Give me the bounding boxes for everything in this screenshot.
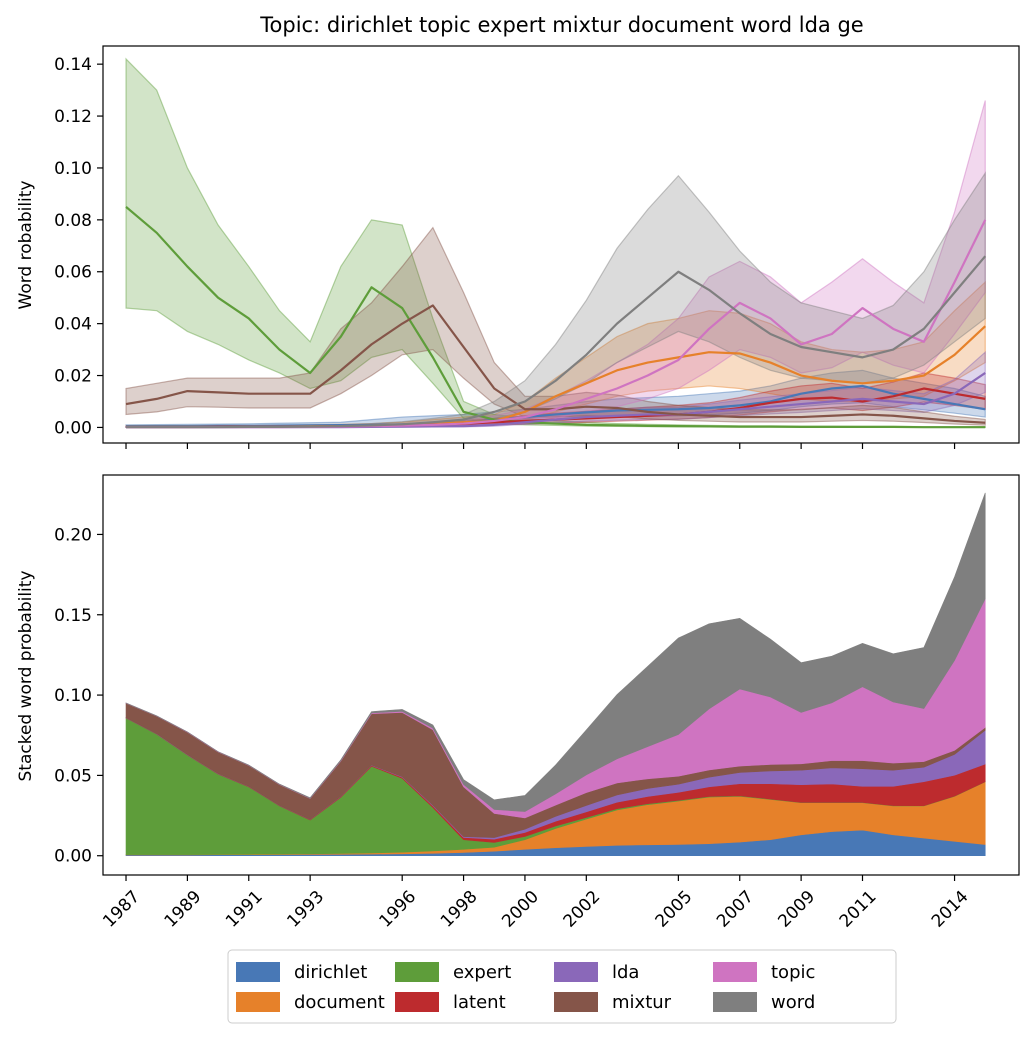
band-mixtur bbox=[125, 226, 986, 426]
top-y-tick-label: 0.04 bbox=[54, 315, 92, 335]
bottom-y-tick-label: 0.15 bbox=[54, 606, 92, 626]
legend: dirichlet document expert latent lda mixtur to… bbox=[227, 949, 897, 1024]
legend-label-mixtur: mixtur bbox=[612, 992, 672, 1013]
legend-swatch-dirichlet bbox=[236, 962, 280, 982]
legend-label-topic: topic bbox=[771, 962, 815, 983]
top-axes-frame bbox=[102, 45, 1020, 444]
legend-swatch-lda bbox=[554, 962, 598, 982]
bottom-areas bbox=[125, 492, 986, 857]
legend-swatch-word bbox=[713, 992, 757, 1012]
top-y-axis-label: Word robability bbox=[16, 180, 36, 309]
legend-swatch-expert bbox=[395, 962, 439, 982]
legend-label-word: word bbox=[771, 992, 815, 1013]
top-panel: 0.00 0.02 0.04 0.06 0.08 0.10 0.12 0.14 Word ro… bbox=[16, 45, 1020, 449]
top-y-ticks: 0.00 0.02 0.04 0.06 0.08 0.10 0.12 0.14 bbox=[54, 55, 103, 438]
legend-label-document: document bbox=[294, 992, 385, 1013]
bottom-y-tick-label: 0.05 bbox=[54, 766, 92, 786]
legend-swatch-latent bbox=[395, 992, 439, 1012]
legend-item-word: word bbox=[713, 992, 815, 1013]
legend-item-topic: topic bbox=[713, 962, 815, 983]
line-expert bbox=[125, 206, 986, 429]
bottom-y-tick-label: 0.00 bbox=[54, 847, 92, 867]
legend-label-expert: expert bbox=[453, 962, 511, 983]
bottom-y-tick-label: 0.20 bbox=[54, 525, 92, 545]
line-word bbox=[126, 255, 987, 429]
top-x-ticks bbox=[125, 443, 956, 449]
top-lines bbox=[125, 206, 987, 429]
top-y-tick-label: 0.02 bbox=[54, 367, 92, 387]
legend-label-lda: lda bbox=[612, 962, 639, 983]
legend-swatch-mixtur bbox=[554, 992, 598, 1012]
top-y-tick-label: 0.06 bbox=[54, 263, 92, 283]
legend-item-lda: lda bbox=[554, 962, 639, 983]
legend-swatch-document bbox=[236, 992, 280, 1012]
top-y-tick-label: 0.12 bbox=[54, 107, 92, 127]
top-y-tick-label: 0.08 bbox=[54, 211, 92, 231]
legend-item-latent: latent bbox=[395, 992, 506, 1013]
legend-item-dirichlet: dirichlet bbox=[236, 962, 367, 983]
area-word bbox=[125, 492, 986, 812]
top-y-tick-label: 0.00 bbox=[54, 418, 92, 438]
bottom-y-ticks: 0.00 0.05 0.10 0.15 0.20 bbox=[54, 525, 103, 867]
bottom-axes-frame bbox=[102, 474, 1020, 876]
legend-swatch-topic bbox=[713, 962, 757, 982]
top-y-tick-label: 0.10 bbox=[54, 159, 92, 179]
legend-label-dirichlet: dirichlet bbox=[294, 962, 367, 983]
chart-title: Topic: dirichlet topic expert mixtur doc… bbox=[259, 13, 863, 37]
top-y-tick-label: 0.14 bbox=[54, 55, 92, 75]
legend-item-expert: expert bbox=[395, 962, 511, 983]
bottom-y-axis-label: Stacked word probability bbox=[16, 570, 36, 781]
legend-item-mixtur: mixtur bbox=[554, 992, 672, 1013]
bottom-y-tick-label: 0.10 bbox=[54, 686, 92, 706]
legend-item-document: document bbox=[236, 992, 385, 1013]
legend-label-latent: latent bbox=[453, 992, 506, 1013]
